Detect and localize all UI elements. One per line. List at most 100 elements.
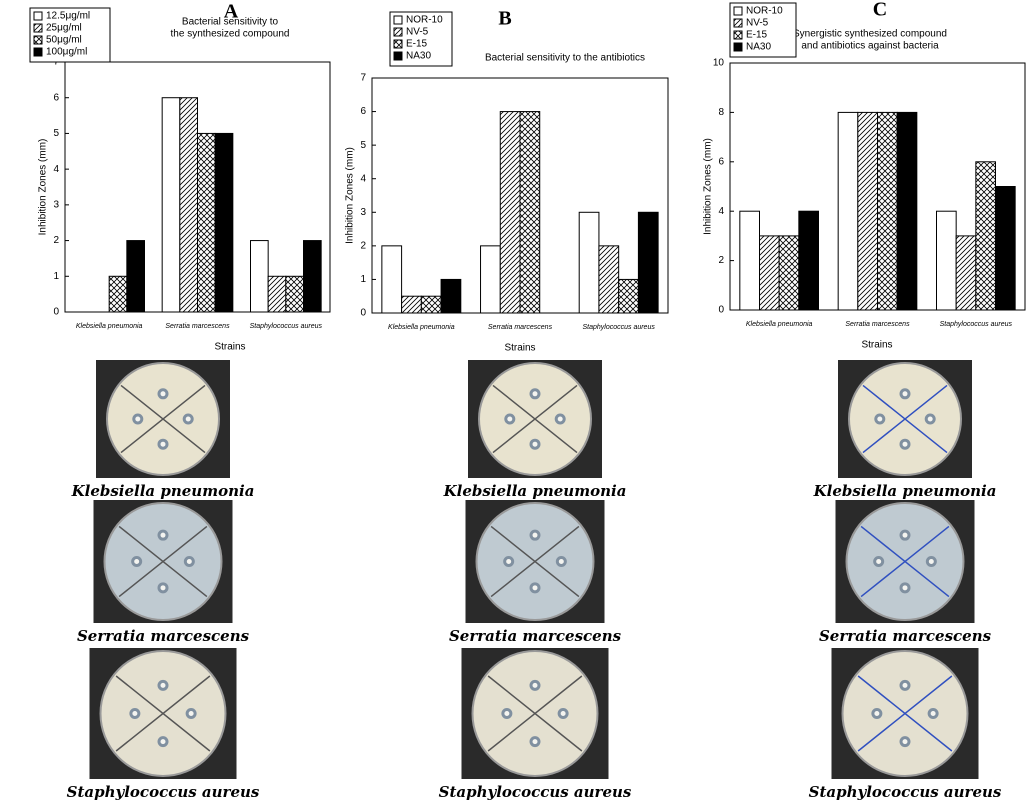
bar: [936, 210, 957, 311]
legend-label: NA30: [406, 51, 431, 62]
photo-caption: Klebsiella pneumonia: [443, 482, 627, 500]
panel-label: A: [224, 1, 239, 23]
legend-swatch: [733, 42, 743, 52]
bar: [877, 111, 898, 311]
y-tick-label: 1: [53, 271, 59, 282]
photo-caption: Staphylococcus aureus: [67, 783, 260, 801]
disc: [557, 708, 569, 719]
y-axis-label: Inhibition Zones (mm): [345, 147, 356, 244]
y-tick-label: 3: [53, 199, 59, 210]
x-tick-label: Staphylococcus aureus: [940, 321, 1013, 328]
photo-caption: Staphylococcus aureus: [439, 783, 632, 801]
bar: [381, 245, 403, 314]
y-tick-label: 2: [53, 235, 59, 246]
bar: [778, 235, 800, 311]
x-tick-label: Serratia marcescens: [165, 323, 230, 330]
disc: [899, 679, 911, 691]
y-tick-label: 1: [360, 274, 366, 285]
legend-box: [29, 7, 111, 63]
disc: [554, 413, 566, 425]
disc: [874, 413, 886, 425]
legend-label: NV-5: [406, 27, 429, 38]
photo-caption: Klebsiella pneumonia: [813, 482, 997, 500]
disc: [529, 679, 541, 691]
disc: [157, 736, 169, 748]
x-tick-label: Serratia marcescens: [488, 324, 553, 331]
bar: [896, 111, 918, 311]
panel-label: C: [873, 0, 887, 21]
disc: [501, 708, 513, 719]
x-tick-label: Klebsiella pneumonia: [388, 324, 455, 331]
disc: [529, 438, 541, 450]
disc: [129, 708, 141, 719]
y-tick-label: 8: [718, 107, 724, 118]
x-tick-label: Serratia marcescens: [845, 321, 910, 328]
bar: [214, 132, 234, 313]
x-axis-label: Strains: [214, 342, 245, 353]
legend-swatch: [393, 27, 403, 37]
disc: [185, 708, 197, 719]
y-tick-label: 3: [360, 207, 366, 218]
y-tick-label: 0: [718, 305, 724, 316]
y-tick-label: 4: [53, 164, 59, 175]
bar: [267, 275, 287, 313]
legend-label: NOR-10: [746, 6, 783, 17]
bar: [126, 240, 146, 313]
photo-caption: Serratia marcescens: [449, 627, 622, 645]
dish-mark: [115, 675, 211, 752]
disc: [157, 679, 169, 691]
y-tick-label: 10: [713, 58, 725, 69]
legend-label: 50μg/ml: [46, 35, 82, 46]
disc: [157, 438, 169, 450]
disc: [157, 582, 169, 594]
disc: [899, 438, 911, 450]
disc: [132, 413, 144, 425]
bar: [837, 111, 859, 311]
bar: [995, 186, 1016, 311]
bar: [618, 278, 639, 314]
legend-swatch: [33, 23, 43, 33]
panel-label: B: [498, 8, 511, 30]
legend-label: NOR-10: [406, 15, 443, 26]
chart-title: Synergistic synthesized compound: [793, 29, 947, 40]
disc: [899, 736, 911, 748]
y-tick-label: 4: [360, 173, 366, 184]
y-axis-label: Inhibition Zones (mm): [38, 139, 49, 236]
bar: [108, 275, 128, 313]
dish-mark: [862, 384, 948, 454]
bar: [798, 210, 819, 311]
disc: [504, 413, 516, 425]
bar: [179, 97, 198, 313]
bar: [598, 245, 620, 314]
chart-title: Bacterial sensitivity to the antibiotics: [485, 53, 645, 64]
disc: [899, 388, 911, 400]
bar: [519, 111, 541, 314]
disc: [131, 556, 143, 567]
chart-title: the synthesized compound: [171, 29, 290, 40]
legend-label: 100μg/ml: [46, 47, 87, 58]
disc: [899, 582, 911, 594]
bar: [955, 235, 977, 311]
dish-mark: [120, 384, 206, 454]
bar: [303, 240, 322, 313]
disc: [529, 736, 541, 748]
x-axis-label: Strains: [861, 340, 892, 351]
disc: [529, 388, 541, 400]
x-tick-label: Klebsiella pneumonia: [746, 321, 813, 328]
disc: [925, 556, 937, 567]
legend-label: NV-5: [746, 18, 769, 29]
bar: [250, 240, 269, 313]
legend-swatch: [393, 51, 403, 61]
x-tick-label: Staphylococcus aureus: [250, 323, 323, 330]
legend-swatch: [733, 18, 743, 28]
y-tick-label: 6: [53, 92, 59, 103]
y-tick-label: 7: [360, 73, 366, 84]
disc: [183, 556, 195, 567]
legend-label: E-15: [406, 39, 428, 50]
bar: [857, 111, 878, 311]
bar: [285, 275, 305, 313]
legend-swatch: [733, 6, 743, 16]
legend-label: NA30: [746, 42, 771, 53]
